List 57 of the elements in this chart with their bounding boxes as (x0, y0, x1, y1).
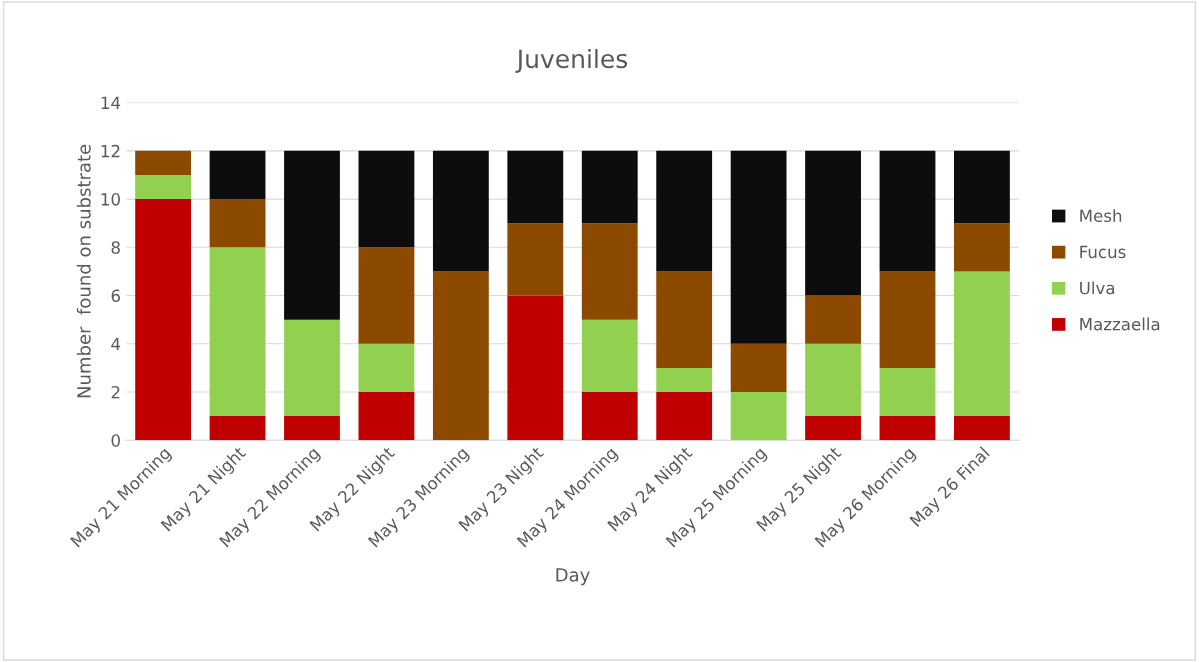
y-tick-label: 12 (101, 144, 120, 158)
bar (135, 174, 192, 200)
bar (209, 247, 266, 417)
bar (209, 416, 266, 441)
bar (432, 271, 489, 441)
bar (507, 295, 564, 441)
bar (954, 416, 1010, 441)
bar (730, 150, 787, 344)
bar (805, 295, 861, 344)
y-tick-label: 14 (101, 96, 121, 109)
bar (656, 150, 713, 272)
bar (805, 416, 861, 441)
bar (135, 150, 192, 175)
y-tick-label: 0 (111, 434, 120, 447)
y-tick-label: 10 (101, 193, 120, 206)
y-tick-label: 2 (111, 385, 120, 399)
y-tick-label: 6 (111, 289, 120, 303)
bar (284, 416, 340, 441)
bar (879, 271, 936, 368)
bar (581, 223, 638, 320)
bar (135, 199, 192, 441)
bar (432, 150, 489, 272)
bar (284, 319, 340, 417)
legend-label: Mesh (1080, 209, 1122, 223)
bar (358, 247, 415, 344)
bar (879, 150, 936, 272)
bar (730, 392, 787, 441)
bar (358, 150, 415, 248)
bar (954, 271, 1010, 417)
bar (730, 343, 787, 392)
bar (656, 271, 713, 368)
bar (284, 150, 340, 320)
chart-title: Juveniles (515, 48, 628, 73)
bar (954, 223, 1010, 272)
y-tick-label: 8 (111, 241, 120, 254)
legend-label: Fucus (1080, 245, 1126, 259)
bar (581, 150, 638, 224)
legend-label: Ulva (1080, 281, 1115, 295)
bar (656, 392, 713, 441)
bar (879, 416, 936, 441)
bar (209, 199, 266, 248)
bar (805, 343, 861, 417)
y-axis-title: Number found on substrate (76, 144, 91, 398)
x-axis-title: Day (556, 568, 590, 586)
bar (358, 343, 415, 392)
bar (209, 150, 266, 200)
bar (507, 223, 564, 296)
bar (507, 150, 564, 224)
bar (805, 150, 861, 296)
bar (358, 392, 415, 441)
bar (954, 150, 1010, 224)
legend-label: Mazzaella (1080, 317, 1160, 331)
bar (581, 319, 638, 392)
y-tick-label: 4 (111, 337, 121, 351)
bar (656, 367, 713, 392)
bar (581, 392, 638, 441)
bar (879, 367, 936, 417)
